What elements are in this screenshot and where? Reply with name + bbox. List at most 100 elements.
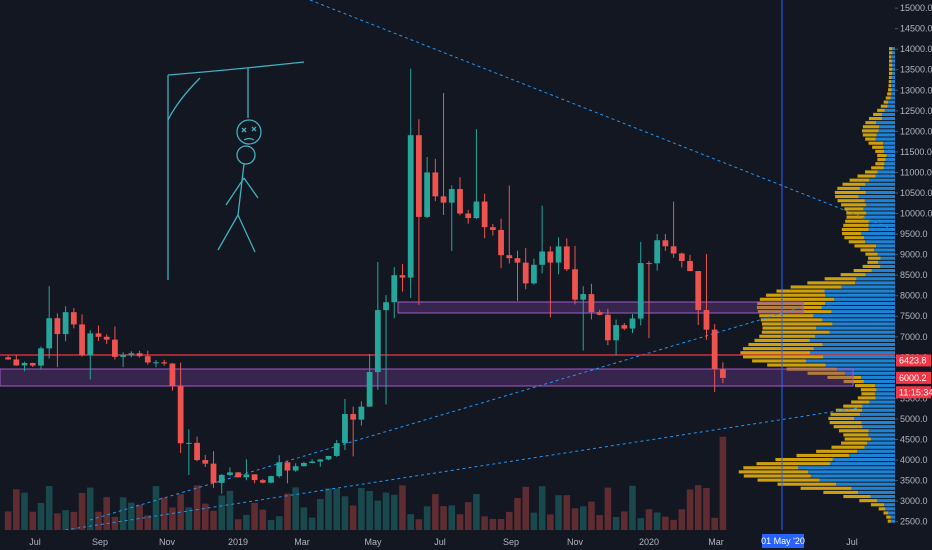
volume-bar	[333, 488, 341, 530]
profile-bar-up	[809, 338, 895, 342]
profile-bar-up	[882, 116, 895, 121]
profile-bar-up	[864, 199, 895, 203]
profile-bar-down	[807, 281, 856, 285]
y-tick-label: 11000.0	[900, 167, 932, 177]
profile-bar-up	[878, 129, 895, 133]
profile-bar-up	[836, 482, 895, 486]
candle-body	[358, 406, 365, 420]
volume-bar	[111, 516, 119, 530]
x-tick-label: Jul	[846, 537, 858, 547]
volume-bar	[308, 517, 316, 530]
profile-bar-up	[867, 441, 895, 445]
time-axis[interactable]: JulSepNov2019MarMayJulSepNov2020MarMayJu…	[0, 530, 932, 550]
profile-bar-down	[776, 289, 825, 293]
volume-bar	[547, 514, 554, 530]
candle-body	[169, 363, 176, 387]
volume-bar	[119, 497, 127, 530]
profile-bar-up	[832, 322, 895, 326]
resistance-trendline[interactable]	[309, 0, 896, 231]
volume-bar	[464, 502, 472, 530]
volume-bar	[694, 485, 702, 530]
volume-bar	[571, 508, 579, 530]
candle-body	[596, 312, 603, 315]
profile-bar-down	[857, 396, 876, 400]
profile-bar-down	[888, 47, 893, 51]
volume-bar	[160, 497, 168, 530]
price-axis[interactable]: 2500.0 3000.0 3500.0 4000.0 4500.0 5000.0 5500…	[895, 0, 932, 550]
y-tick-label: 12000.0	[900, 126, 932, 136]
candle-body	[70, 312, 77, 325]
profile-bar-down	[888, 71, 893, 75]
profile-bar-up	[836, 367, 895, 371]
profile-bar-up	[863, 379, 895, 384]
support-zone-lower[interactable]	[0, 368, 854, 387]
volume-bar	[629, 485, 636, 530]
profile-bar-down	[831, 445, 865, 449]
profile-bar-down	[871, 166, 884, 170]
profile-bar-down	[766, 293, 826, 297]
profile-bar-up	[824, 289, 895, 293]
volume-bar	[95, 511, 102, 530]
profile-bar-up	[891, 80, 895, 84]
candle-body	[243, 474, 250, 478]
profile-bar-down	[759, 334, 816, 338]
profile-bar-up	[876, 121, 895, 125]
volume-bar	[637, 518, 645, 530]
profile-bar-down	[844, 437, 872, 441]
profile-bar-down	[843, 494, 871, 499]
profile-bar-up	[874, 248, 895, 252]
profile-bar-up	[891, 84, 895, 88]
profile-bar-down	[756, 305, 822, 310]
profile-bar-up	[884, 149, 895, 153]
profile-bar-up	[880, 264, 895, 268]
volume-bar	[144, 515, 152, 530]
volume-bar	[45, 486, 53, 530]
profile-bar-down	[888, 51, 893, 55]
profile-bar-down	[816, 449, 858, 453]
profile-bar-down	[859, 499, 878, 503]
volume-bar	[670, 519, 677, 530]
volume-bar	[21, 492, 28, 530]
candle-body	[424, 172, 430, 217]
profile-bar-down	[757, 478, 820, 482]
volume-bar	[653, 512, 661, 530]
candle-body	[218, 474, 225, 483]
candle-body	[563, 246, 570, 270]
profile-bar-down	[883, 511, 889, 515]
candle-body	[506, 255, 513, 259]
price-tag: 11:15:34	[899, 387, 932, 397]
candle-body	[613, 325, 619, 341]
x-tick-label: Sep	[92, 537, 108, 547]
support-trendline-upper[interactable]	[89, 306, 804, 521]
candle-body	[654, 240, 661, 264]
profile-bar-up	[862, 404, 895, 408]
profile-bar-up	[825, 363, 895, 367]
profile-bar-down	[878, 507, 886, 511]
profile-bar-down	[888, 84, 892, 88]
candle-body	[678, 253, 685, 262]
profile-bar-down	[877, 108, 885, 112]
x-tick-label: 2019	[228, 537, 248, 547]
profile-bar-down	[844, 207, 864, 211]
profile-bar-up	[887, 100, 895, 104]
profile-bar-up	[892, 47, 895, 51]
candle-body	[333, 443, 340, 456]
support-trendline-lower[interactable]	[0, 405, 871, 541]
volume-bar	[210, 510, 217, 530]
candle-body	[588, 294, 595, 313]
candle-body	[498, 229, 504, 256]
profile-bar-down	[759, 314, 814, 318]
candle-body	[662, 240, 669, 247]
candle-body	[695, 271, 702, 311]
support-zone-upper[interactable]	[397, 301, 804, 314]
candle-body	[374, 310, 381, 373]
volume-bar	[415, 519, 423, 530]
profile-bar-up	[864, 445, 895, 449]
profile-bar-down	[865, 121, 877, 125]
profile-bar-up	[877, 499, 895, 503]
profile-bar-down	[857, 174, 876, 178]
y-tick-label: 15000.0	[900, 3, 932, 13]
candle-body	[120, 354, 127, 357]
profile-bar-down	[830, 412, 861, 416]
